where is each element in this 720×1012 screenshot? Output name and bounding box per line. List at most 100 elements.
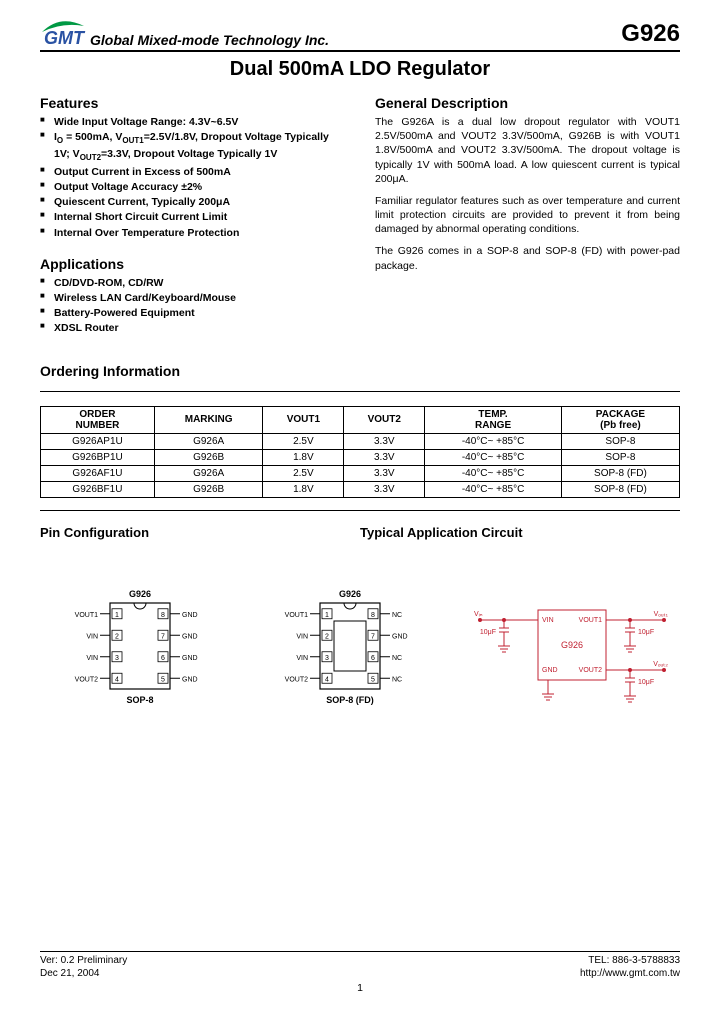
svg-text:GND: GND <box>542 667 558 674</box>
list-item: Internal Over Temperature Protection <box>40 226 345 240</box>
ordering-heading: Ordering Information <box>40 363 680 379</box>
features-heading: Features <box>40 95 345 111</box>
table-cell: G926B <box>154 449 263 465</box>
svg-text:VIN: VIN <box>86 654 98 661</box>
svg-text:SOP-8: SOP-8 <box>126 695 153 705</box>
url-text: http://www.gmt.com.tw <box>580 967 680 980</box>
svg-text:Vₒᵤₜ₂: Vₒᵤₜ₂ <box>653 661 668 668</box>
footer-right: TEL: 886-3-5788833 http://www.gmt.com.tw <box>580 954 680 980</box>
svg-text:GND: GND <box>182 676 198 683</box>
svg-text:10μF: 10μF <box>638 629 654 636</box>
list-item: CD/DVD-ROM, CD/RW <box>40 276 345 290</box>
paragraph: Familiar regulator features such as over… <box>375 194 680 237</box>
svg-text:GND: GND <box>182 633 198 640</box>
svg-text:Vᵢₙ: Vᵢₙ <box>474 611 483 618</box>
table-header-row: ORDERNUMBERMARKINGVOUT1VOUT2TEMP.RANGEPA… <box>41 406 680 433</box>
pin-diagram-2: G9261VOUT18NC2VIN7GND3VIN6NC4VOUT25NCSOP… <box>250 580 450 730</box>
table-cell: SOP-8 (FD) <box>561 481 679 497</box>
svg-text:VOUT1: VOUT1 <box>285 611 308 618</box>
svg-text:VOUT2: VOUT2 <box>285 676 308 683</box>
version-text: Ver: 0.2 Preliminary <box>40 954 127 967</box>
page-header: GMT Global Mixed-mode Technology Inc. G9… <box>40 18 680 52</box>
svg-text:7: 7 <box>371 633 375 640</box>
svg-text:1: 1 <box>325 611 329 618</box>
svg-text:8: 8 <box>161 611 165 618</box>
svg-text:VOUT1: VOUT1 <box>75 611 98 618</box>
applications-section: Applications CD/DVD-ROM, CD/RWWireless L… <box>40 256 345 336</box>
logo-block: GMT Global Mixed-mode Technology Inc. <box>40 18 329 48</box>
table-cell: -40°C~ +85°C <box>425 465 562 481</box>
svg-text:7: 7 <box>161 633 165 640</box>
svg-text:10μF: 10μF <box>638 679 654 686</box>
table-cell: G926AF1U <box>41 465 155 481</box>
svg-text:VIN: VIN <box>296 654 308 661</box>
table-cell: -40°C~ +85°C <box>425 449 562 465</box>
svg-text:SOP-8 (FD): SOP-8 (FD) <box>326 695 374 705</box>
svg-text:GND: GND <box>182 611 198 618</box>
list-item: Output Voltage Accuracy ±2% <box>40 180 345 194</box>
table-cell: G926AP1U <box>41 433 155 449</box>
app-circuit-heading: Typical Application Circuit <box>360 525 680 540</box>
divider <box>40 391 680 392</box>
svg-text:NC: NC <box>392 611 402 618</box>
table-row: G926BF1UG926B1.8V3.3V-40°C~ +85°CSOP-8 (… <box>41 481 680 497</box>
list-item: Battery-Powered Equipment <box>40 306 345 320</box>
svg-text:2: 2 <box>115 633 119 640</box>
table-cell: -40°C~ +85°C <box>425 481 562 497</box>
tel-text: TEL: 886-3-5788833 <box>580 954 680 967</box>
svg-text:4: 4 <box>325 676 329 683</box>
paragraph: The G926A is a dual low dropout regulato… <box>375 115 680 186</box>
svg-text:5: 5 <box>371 676 375 683</box>
svg-text:VOUT1: VOUT1 <box>579 617 602 624</box>
table-cell: 3.3V <box>344 481 425 497</box>
table-header-cell: MARKING <box>154 406 263 433</box>
diagram-headings: Pin Configuration Typical Application Ci… <box>40 525 680 540</box>
list-item: Quiescent Current, Typically 200μA <box>40 195 345 209</box>
table-cell: -40°C~ +85°C <box>425 433 562 449</box>
svg-text:8: 8 <box>371 611 375 618</box>
table-row: G926AP1UG926A2.5V3.3V-40°C~ +85°CSOP-8 <box>41 433 680 449</box>
svg-text:4: 4 <box>115 676 119 683</box>
svg-text:Vₒᵤₜ₁: Vₒᵤₜ₁ <box>654 611 669 618</box>
svg-text:VIN: VIN <box>296 633 308 640</box>
svg-text:1: 1 <box>115 611 119 618</box>
svg-text:NC: NC <box>392 654 402 661</box>
app-circuit-diagram: G926VINVOUT1VOUT2GNDVᵢₙ10μFVₒᵤₜ₁10μFVₒᵤₜ… <box>460 580 680 730</box>
table-row: G926AF1UG926A2.5V3.3V-40°C~ +85°CSOP-8 (… <box>41 465 680 481</box>
svg-text:G926: G926 <box>129 589 151 599</box>
table-cell: 1.8V <box>263 449 344 465</box>
pin-config-heading: Pin Configuration <box>40 525 360 540</box>
features-list: Wide Input Voltage Range: 4.3V~6.5VIO = … <box>40 115 345 240</box>
date-text: Dec 21, 2004 <box>40 967 127 980</box>
svg-text:VOUT2: VOUT2 <box>579 667 602 674</box>
right-column: General Description The G926A is a dual … <box>375 95 680 337</box>
list-item: XDSL Router <box>40 321 345 335</box>
company-name: Global Mixed-mode Technology Inc. <box>90 32 329 48</box>
svg-text:6: 6 <box>161 654 165 661</box>
table-cell: SOP-8 <box>561 449 679 465</box>
table-cell: 3.3V <box>344 449 425 465</box>
table-cell: SOP-8 (FD) <box>561 465 679 481</box>
main-columns: Features Wide Input Voltage Range: 4.3V~… <box>40 95 680 337</box>
svg-text:3: 3 <box>115 654 119 661</box>
list-item: Wide Input Voltage Range: 4.3V~6.5V <box>40 115 345 129</box>
table-cell: 2.5V <box>263 465 344 481</box>
page-title: Dual 500mA LDO Regulator <box>40 58 680 81</box>
svg-text:3: 3 <box>325 654 329 661</box>
svg-text:VIN: VIN <box>86 633 98 640</box>
description-heading: General Description <box>375 95 680 111</box>
svg-text:6: 6 <box>371 654 375 661</box>
table-cell: 3.3V <box>344 433 425 449</box>
svg-text:G926: G926 <box>339 589 361 599</box>
svg-text:NC: NC <box>392 676 402 683</box>
ordering-section: Ordering Information ORDERNUMBERMARKINGV… <box>40 363 680 498</box>
svg-text:G926: G926 <box>561 640 583 650</box>
part-number: G926 <box>621 20 680 48</box>
table-cell: G926BP1U <box>41 449 155 465</box>
table-header-cell: TEMP.RANGE <box>425 406 562 433</box>
ordering-table: ORDERNUMBERMARKINGVOUT1VOUT2TEMP.RANGEPA… <box>40 406 680 498</box>
table-cell: 1.8V <box>263 481 344 497</box>
table-header-cell: PACKAGE(Pb free) <box>561 406 679 433</box>
svg-text:5: 5 <box>161 676 165 683</box>
list-item: Internal Short Circuit Current Limit <box>40 210 345 224</box>
